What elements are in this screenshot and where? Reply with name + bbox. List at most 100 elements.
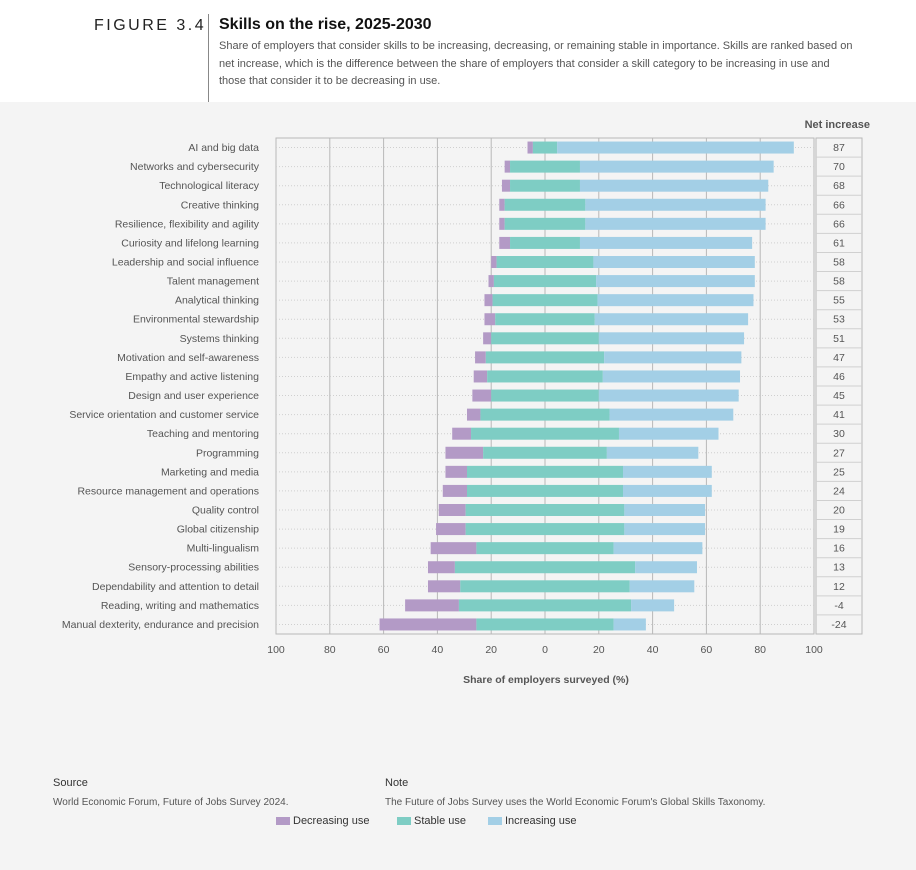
category-label: Empathy and active listening [125,371,259,383]
bar-decreasing [452,427,472,440]
net-increase-value: 30 [833,428,845,440]
bar-stable [495,313,595,326]
bar-stable [532,141,558,154]
bar-stable [493,275,597,288]
bar-stable [476,542,614,555]
net-increase-value: 12 [833,581,845,593]
legend-item-increasing: Increasing use [488,815,577,827]
bar-increasing [604,351,742,364]
bar-increasing [596,275,755,288]
net-increase-value: 58 [833,276,845,288]
source-heading: Source [53,777,88,789]
category-label: Systems thinking [180,333,260,345]
net-increase-value: -24 [831,619,846,631]
bar-increasing [613,542,703,555]
bar-increasing [602,370,741,383]
x-tick-label: 60 [378,644,390,656]
x-tick-label: 40 [647,644,659,656]
category-label: Networks and cybersecurity [130,161,260,173]
category-label: Curiosity and lifelong learning [121,237,259,249]
category-label: Reading, writing and mathematics [101,600,259,612]
note-heading: Note [385,777,409,789]
bar-stable [496,256,594,268]
category-label: Leadership and social influence [112,257,259,269]
bar-decreasing [484,294,493,307]
figure-header: FIGURE 3.4 Skills on the rise, 2025-2030… [0,0,916,102]
bar-stable [466,465,624,478]
bar-decreasing [405,599,459,612]
category-label: Service orientation and customer service [69,409,259,421]
category-label: Marketing and media [161,466,259,478]
legend-swatch-stable [397,817,411,826]
x-tick-label: 100 [805,644,823,656]
bar-increasing [598,389,739,402]
net-increase-value: 45 [833,390,845,402]
bar-increasing [585,217,766,230]
bar-increasing [613,618,646,631]
net-increase-value: -4 [834,600,843,612]
legend-swatch-increasing [488,817,502,826]
category-label: Technological literacy [159,180,260,192]
bar-decreasing [445,465,467,478]
bar-decreasing [430,542,477,555]
net-increase-value: 13 [833,562,845,574]
header-divider [208,14,209,102]
net-increase-value: 55 [833,295,845,307]
bar-decreasing [499,198,505,211]
bar-decreasing [527,141,533,154]
category-label: Global citizenship [177,524,259,536]
x-tick-label: 100 [267,644,285,656]
x-tick-label: 60 [701,644,713,656]
bar-increasing [623,484,712,497]
bar-stable [510,179,580,192]
bar-decreasing [491,256,497,268]
net-increase-value: 41 [833,409,845,421]
category-label: Design and user experience [128,390,259,402]
net-increase-value: 47 [833,352,845,364]
legend-swatch-decreasing [276,817,290,826]
bar-decreasing [473,370,488,383]
x-tick-label: 20 [485,644,497,656]
net-increase-value: 16 [833,543,845,555]
bar-decreasing [499,236,511,249]
category-label: Analytical thinking [175,295,259,307]
skills-bar-chart: Net increase AI and big data 87 Networks an… [62,119,870,686]
net-increase-value: 66 [833,218,845,230]
net-increase-value: 68 [833,180,845,192]
legend-item-decreasing: Decreasing use [276,815,369,827]
bar-stable [483,446,607,459]
category-label: Dependability and attention to detail [92,581,259,593]
bar-decreasing [488,275,494,288]
chart-subtitle: Share of employers that consider skills … [219,40,853,87]
bar-increasing [597,294,754,307]
x-tick-label: 20 [593,644,605,656]
x-tick-label: 0 [542,644,548,656]
net-increase-value: 66 [833,199,845,211]
figure-label: FIGURE 3.4 [94,17,207,34]
x-tick-label: 40 [432,644,444,656]
category-label: Manual dexterity, endurance and precisio… [62,619,259,631]
bar-stable [487,370,603,383]
bar-increasing [618,427,719,440]
bar-stable [465,504,625,516]
net-increase-value: 27 [833,447,845,459]
bar-stable [480,408,610,421]
bar-decreasing [427,561,455,574]
category-label: Quality control [192,505,259,517]
bar-stable [460,580,630,593]
bar-increasing [579,160,774,173]
x-tick-label: 80 [324,644,336,656]
bar-decreasing [472,389,492,402]
bar-increasing [585,198,766,211]
category-label: Resource management and operations [77,485,259,497]
x-tick-label: 80 [754,644,766,656]
bar-decreasing [475,351,486,364]
bar-decreasing [379,618,477,631]
net-increase-value: 24 [833,485,845,497]
bar-decreasing [445,446,484,459]
legend-label-decreasing: Decreasing use [293,815,370,828]
bar-stable [454,561,636,574]
net-increase-value: 25 [833,466,845,478]
bar-increasing [579,236,753,249]
bar-stable [492,294,598,307]
